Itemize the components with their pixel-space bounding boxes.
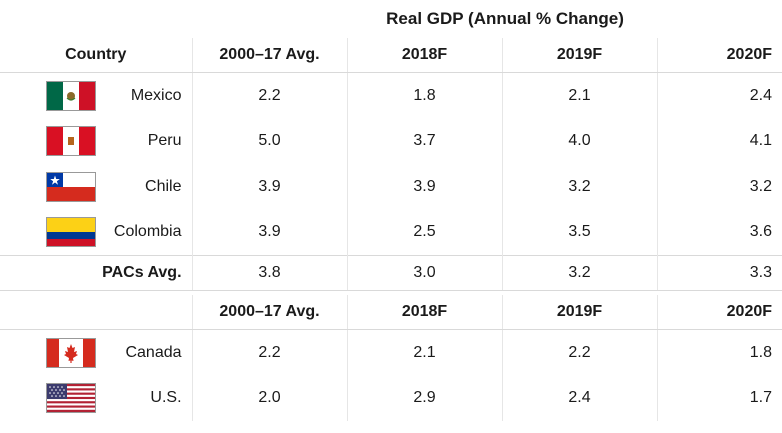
cell-value: 3.0 — [346, 255, 503, 291]
table-row: Canada 2.2 2.1 2.2 1.8 — [0, 329, 782, 376]
column-header-avg: 2000–17 Avg. — [191, 38, 348, 73]
country-name: Peru — [147, 132, 182, 150]
cell-value: 2.4 — [501, 375, 658, 421]
table-row: Colombia 3.9 2.5 3.5 3.6 — [0, 209, 782, 256]
cell-value: 1.8 — [346, 72, 503, 119]
column-header-2018: 2018F — [346, 38, 503, 73]
pac-average-label: PACs Avg. — [0, 255, 193, 291]
cell-value: 3.5 — [501, 209, 658, 256]
country-name: Colombia — [113, 223, 182, 241]
us-flag-icon — [46, 383, 96, 414]
cell-value: 2.1 — [346, 329, 503, 376]
column-header-country: Country — [0, 38, 193, 73]
cell-value: 3.2 — [501, 164, 658, 210]
country-name: Canada — [125, 343, 182, 361]
pac-average-row: PACs Avg. 3.8 3.0 3.2 3.3 — [0, 255, 782, 291]
chart-title: Real GDP (Annual % Change) — [386, 9, 624, 28]
cell-value: 1.7 — [656, 375, 782, 421]
colombia-flag-icon — [46, 217, 96, 248]
cell-value: 2.9 — [346, 375, 503, 421]
cell-value: 5.0 — [191, 118, 348, 164]
cell-value: 2.1 — [501, 72, 658, 119]
column-header-avg-2: 2000–17 Avg. — [191, 295, 348, 330]
cell-value: 2.2 — [501, 329, 658, 376]
table-row: Chile 3.9 3.9 3.2 3.2 — [0, 164, 782, 210]
cell-value: 2.4 — [656, 72, 782, 119]
column-header-2020: 2020F — [656, 38, 782, 73]
cell-value: 3.9 — [191, 209, 348, 256]
column-header-2019-2: 2019F — [501, 295, 658, 330]
column-header-2019: 2019F — [501, 38, 658, 73]
column-header-2020-2: 2020F — [656, 295, 782, 330]
cell-value: 4.1 — [656, 118, 782, 164]
cell-value: 3.2 — [501, 255, 658, 291]
cell-value: 3.2 — [656, 164, 782, 210]
cell-value: 3.9 — [346, 164, 503, 210]
country-name: U.S. — [150, 389, 182, 407]
cell-value: 2.2 — [191, 72, 348, 119]
cell-value: 3.8 — [191, 255, 348, 291]
table-row: U.S. 2.0 2.9 2.4 1.7 — [0, 375, 782, 421]
table-row: Mexico 2.2 1.8 2.1 2.4 — [0, 72, 782, 119]
table-row: Peru 5.0 3.7 4.0 4.1 — [0, 118, 782, 164]
cell-value: 3.7 — [346, 118, 503, 164]
cell-value: 3.3 — [656, 255, 782, 291]
canada-flag-icon — [46, 337, 96, 368]
gdp-table: Country 2000–17 Avg. 2018F 2019F 2020F M… — [0, 38, 782, 421]
cell-value: 3.9 — [191, 164, 348, 210]
cell-value: 4.0 — [501, 118, 658, 164]
cell-value: 3.6 — [656, 209, 782, 256]
cell-value: 2.0 — [191, 375, 348, 421]
cell-value: 2.2 — [191, 329, 348, 376]
cell-value: 2.5 — [346, 209, 503, 256]
peru-flag-icon — [46, 126, 96, 157]
cell-value: 1.8 — [656, 329, 782, 376]
chile-flag-icon — [46, 171, 96, 202]
country-name: Mexico — [130, 86, 182, 104]
mexico-flag-icon — [46, 80, 96, 111]
country-name: Chile — [145, 177, 182, 195]
column-header-2018-2: 2018F — [346, 295, 503, 330]
